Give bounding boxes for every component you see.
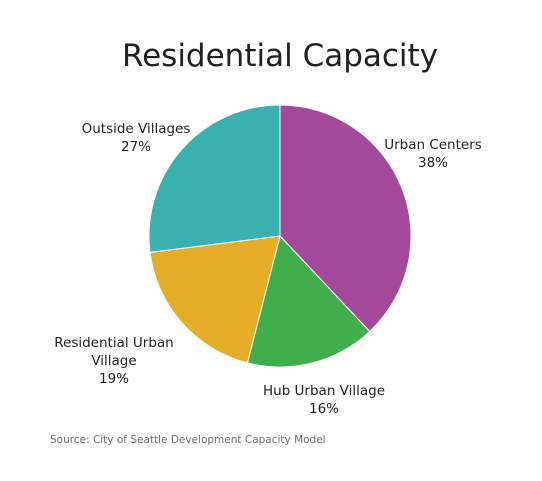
pie-slice-residential-urban-village [149,235,281,364]
pie-slices [148,104,412,368]
pie-slice-outside-villages [148,104,281,253]
pie-slice-hub-urban-village [246,234,371,368]
slice-label-hub-urban-village: Hub Urban Village 16% [263,383,385,417]
pie-slice-urban-centers [279,104,412,333]
slice-labels: Urban Centers 38% Hub Urban Village 16% Resi… [54,121,482,417]
source-note: Source: City of Seattle Development Capa… [50,434,326,446]
slice-label-residential-urban-village: Residential Urban Village 19% [54,335,173,387]
slice-label-urban-centers: Urban Centers 38% [384,137,482,171]
slice-label-outside-villages: Outside Villages 27% [82,121,191,155]
chart-title: Residential Capacity [122,38,438,74]
